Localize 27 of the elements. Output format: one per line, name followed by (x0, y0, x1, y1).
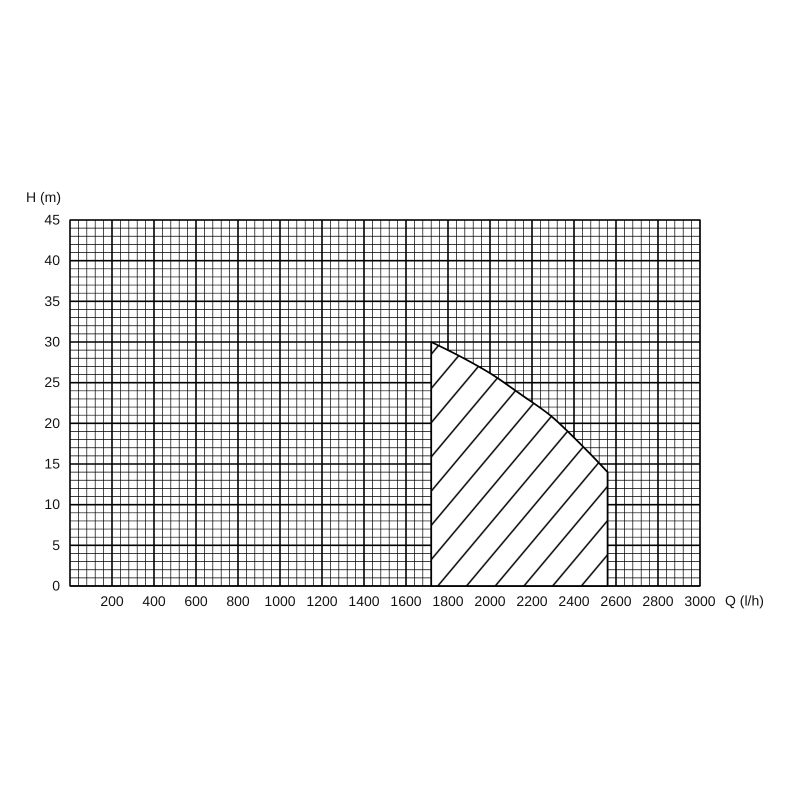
x-tick-label: 1200 (306, 592, 338, 609)
y-axis-title: H (m) (26, 189, 61, 205)
y-tick-label: 35 (44, 292, 60, 309)
y-tick-label: 10 (44, 496, 60, 512)
x-tick-label: 200 (100, 592, 124, 609)
x-tick-label: 2600 (600, 592, 632, 609)
x-tick-label: 1000 (264, 592, 296, 609)
x-tick-label: 2400 (558, 592, 590, 609)
x-axis-title: Q (l/h) (725, 592, 764, 609)
x-tick-label: 800 (226, 592, 250, 609)
x-tick-label: 2000 (474, 592, 506, 609)
y-tick-label: 15 (44, 455, 60, 472)
x-tick-label: 600 (184, 592, 208, 609)
y-tick-label: 40 (44, 252, 60, 268)
x-tick-label: 1800 (432, 592, 464, 609)
y-tick-label: 25 (44, 374, 60, 390)
y-tick-label: 30 (44, 333, 60, 350)
x-tick-label: 2800 (642, 592, 674, 609)
y-tick-label: 0 (52, 577, 60, 594)
y-tick-label: 45 (44, 211, 60, 228)
y-tick-label: 5 (52, 536, 60, 553)
x-tick-label: 2200 (516, 592, 548, 609)
x-tick-label: 3000 (684, 592, 716, 609)
x-tick-label: 400 (142, 592, 166, 609)
y-tick-label: 20 (44, 414, 60, 431)
x-tick-label: 1600 (390, 592, 422, 609)
x-tick-label: 1400 (348, 592, 380, 609)
